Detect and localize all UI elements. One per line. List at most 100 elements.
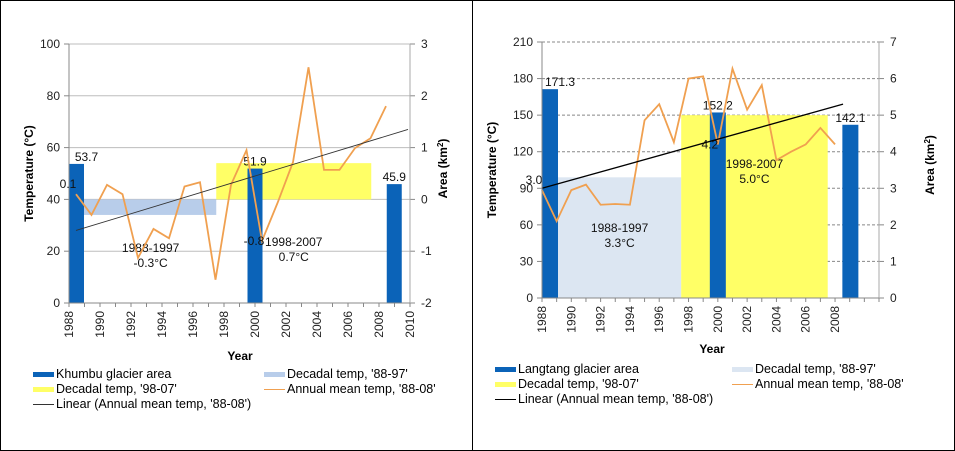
annual-point-label: 4.2 bbox=[701, 137, 718, 151]
y-tick-label: 90 bbox=[520, 181, 534, 195]
legend-item: Decadal temp, '88-97' bbox=[732, 362, 876, 377]
decadal-annotation-value: -0.3°C bbox=[134, 256, 168, 270]
x-tick-label: 2006 bbox=[799, 306, 813, 333]
x-tick-label: 1992 bbox=[594, 306, 608, 333]
legend-label: Khumbu glacier area bbox=[56, 367, 172, 381]
x-tick-label: 1994 bbox=[155, 311, 169, 338]
legend-label: Decadal temp, '98-07' bbox=[56, 382, 177, 396]
y-tick-label: 0 bbox=[526, 291, 533, 305]
y-tick-label: 100 bbox=[40, 37, 60, 51]
y-axis-title: Temperature (°C) bbox=[485, 122, 499, 219]
superscript-2: 2 bbox=[436, 142, 445, 147]
langtang-chart: 0 30 60 90 120 150 180 210 0 1 2 3 4 5 6 7 171.3 152.2 142… bbox=[485, 35, 937, 356]
annual-point-label: 3.0 bbox=[526, 173, 543, 187]
legend-swatch bbox=[732, 383, 753, 386]
glacier-area-bar bbox=[709, 112, 726, 298]
y-tick-label: 210 bbox=[513, 35, 533, 49]
x-tick-label: 2006 bbox=[341, 311, 355, 338]
decadal-annotation-value: 5.0°C bbox=[739, 172, 769, 186]
bar-value-label: 45.9 bbox=[383, 170, 407, 184]
x-tick-label: 1992 bbox=[124, 311, 138, 338]
legend-swatch bbox=[495, 398, 516, 401]
annual-point-label: 0.1 bbox=[60, 177, 77, 191]
x-tick-label: 2004 bbox=[310, 311, 324, 338]
x-tick-label: 2010 bbox=[403, 311, 417, 338]
y-tick-label: 0 bbox=[53, 296, 60, 310]
x-tick-label: 2004 bbox=[769, 306, 783, 333]
y2-tick-label: 3 bbox=[421, 37, 428, 51]
annual-point-label: -0.8 bbox=[244, 234, 265, 248]
x-tick-label: 1998 bbox=[682, 306, 696, 333]
x-tick-label: 2000 bbox=[248, 311, 262, 338]
legend-item: Decadal temp, '98-07' bbox=[495, 377, 639, 392]
panel-divider bbox=[472, 0, 473, 451]
legend-swatch bbox=[264, 372, 285, 377]
paren-close: ) bbox=[436, 139, 450, 143]
legend-swatch bbox=[732, 367, 753, 372]
legend-swatch bbox=[33, 387, 54, 392]
y-tick-label: 180 bbox=[513, 72, 533, 86]
linear-trend-line bbox=[541, 103, 844, 189]
legend-label: Linear (Annual mean temp, '88-08') bbox=[56, 397, 252, 411]
legend-label: Annual mean temp, '88-08' bbox=[287, 382, 436, 396]
x-axis-title: Year bbox=[699, 342, 725, 356]
legend-label: Annual mean temp, '88-08' bbox=[755, 377, 904, 391]
glacier-area-bar bbox=[842, 124, 859, 298]
legend-label: Langtang glacier area bbox=[518, 362, 639, 376]
legend-item: Annual mean temp, '88-08' bbox=[264, 382, 436, 397]
y2-tick-label: 2 bbox=[890, 218, 897, 232]
x-tick-label: 1998 bbox=[217, 311, 231, 338]
legend-swatch bbox=[264, 388, 285, 391]
x-tick-label: 1988 bbox=[62, 311, 76, 338]
x-tick-label: 2000 bbox=[711, 306, 725, 333]
y2-tick-label: 4 bbox=[890, 145, 897, 159]
legend-item: Annual mean temp, '88-08' bbox=[732, 377, 904, 392]
legend-label: Decadal temp, '88-97' bbox=[755, 362, 876, 376]
y2-tick-label: 6 bbox=[890, 72, 897, 86]
annual-mean-temp-line bbox=[541, 65, 836, 224]
x-tick-label: 2002 bbox=[279, 311, 293, 338]
legend-label: Decadal temp, '98-07' bbox=[518, 377, 639, 391]
y-tick-label: 120 bbox=[513, 145, 533, 159]
legend-item: Linear (Annual mean temp, '88-08') bbox=[495, 392, 713, 407]
x-tick-label: 2002 bbox=[740, 306, 754, 333]
y2-axis-title: Area (km2) bbox=[436, 139, 450, 199]
y2-tick-label: 5 bbox=[890, 108, 897, 122]
x-tick-label: 1994 bbox=[623, 306, 637, 333]
bar-value-label: 53.7 bbox=[75, 150, 99, 164]
legend-label: Decadal temp, '88-97' bbox=[287, 367, 408, 381]
glacier-area-bar bbox=[386, 184, 402, 303]
y2-tick-label: -2 bbox=[421, 296, 432, 310]
y-tick-label: 30 bbox=[520, 254, 534, 268]
y-tick-label: 150 bbox=[513, 108, 533, 122]
decadal-annotation-value: 3.3°C bbox=[605, 236, 635, 250]
legend-swatch bbox=[33, 403, 54, 406]
x-tick-label: 1996 bbox=[186, 311, 200, 338]
y-tick-label: 60 bbox=[47, 141, 61, 155]
decadal-annotation-range: 1998-2007 bbox=[265, 235, 323, 249]
decadal-annotation-range: 1998-2007 bbox=[726, 157, 784, 171]
y2-tick-label: 0 bbox=[421, 192, 428, 206]
legend-label: Linear (Annual mean temp, '88-08') bbox=[518, 392, 714, 406]
bar-value-label: 171.3 bbox=[545, 75, 575, 89]
legend-item: Decadal temp, '88-97' bbox=[264, 367, 408, 382]
y-axis-title: Temperature (°C) bbox=[22, 125, 36, 222]
y2-tick-label: -1 bbox=[421, 244, 432, 258]
bar-value-label: 142.1 bbox=[835, 111, 865, 125]
decadal-annotation-range: 1988-1997 bbox=[591, 221, 649, 235]
annual-mean-temp-line bbox=[75, 67, 387, 280]
x-axis-title: Year bbox=[227, 349, 253, 363]
legend-item: Langtang glacier area bbox=[495, 362, 639, 377]
glacier-area-bar bbox=[542, 89, 558, 298]
y2-tick-label: 1 bbox=[421, 141, 428, 155]
legend-item: Linear (Annual mean temp, '88-08') bbox=[33, 397, 251, 412]
y2-tick-label: 2 bbox=[421, 89, 428, 103]
legend-swatch bbox=[495, 382, 516, 387]
y2-axis-title: Area (km2) bbox=[923, 135, 937, 195]
y-tick-label: 60 bbox=[520, 218, 534, 232]
x-tick-label: 1988 bbox=[535, 306, 549, 333]
x-tick-label: 2008 bbox=[828, 306, 842, 333]
y2-tick-label: 7 bbox=[890, 35, 897, 49]
decadal-annotation-value: 0.7°C bbox=[279, 250, 309, 264]
superscript-2: 2 bbox=[923, 139, 932, 144]
